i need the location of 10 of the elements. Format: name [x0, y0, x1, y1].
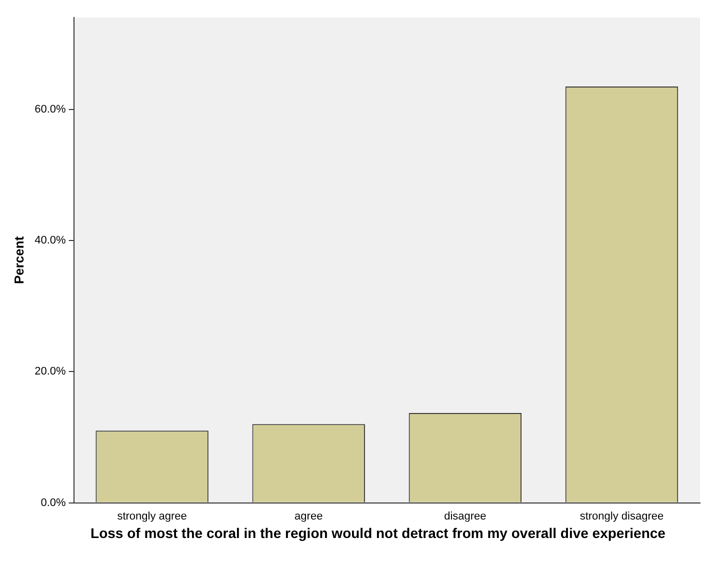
- y-tick-label: 0.0%: [40, 496, 66, 509]
- x-tick-label: strongly agree: [117, 510, 187, 522]
- x-axis-title: Loss of most the coral in the region would not detract from my overall dive experience: [90, 525, 666, 541]
- y-tick-label: 60.0%: [34, 103, 66, 116]
- y-tick-label: 40.0%: [34, 234, 66, 247]
- x-tick-label: disagree: [444, 510, 486, 522]
- y-tick-label: 20.0%: [34, 366, 66, 378]
- x-tick-label: strongly disagree: [580, 510, 664, 522]
- x-tick-label: agree: [294, 510, 323, 522]
- y-axis-title: Percent: [11, 236, 26, 284]
